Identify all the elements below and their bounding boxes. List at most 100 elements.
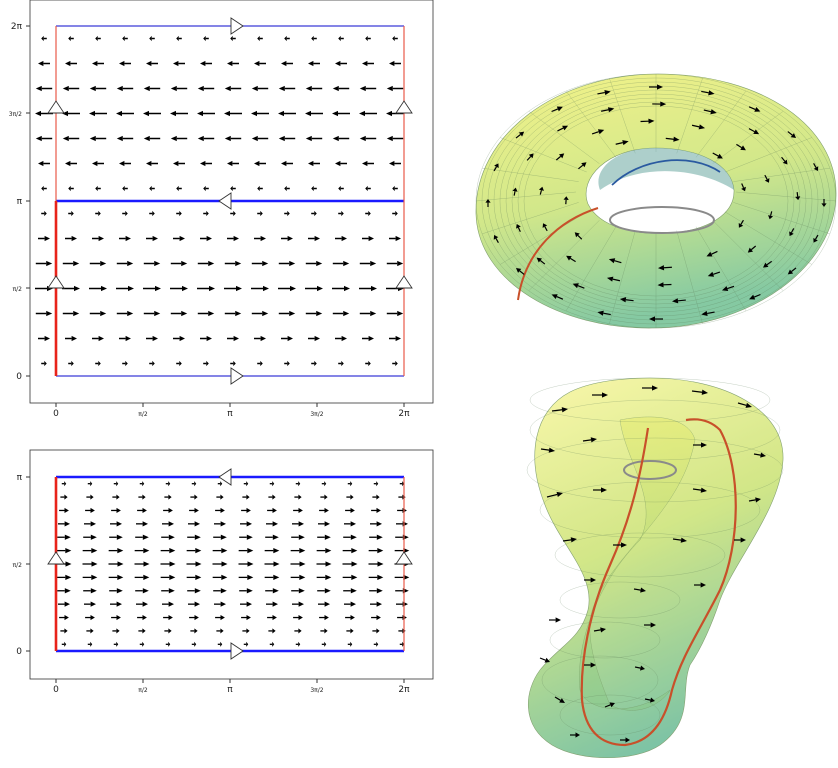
torus-mesh-line (735, 191, 837, 202)
torus-mesh-line (676, 78, 703, 154)
top-arrow-125 (389, 160, 401, 167)
bottom-arrow-93 (290, 561, 306, 567)
bottom-arrow-41 (397, 614, 407, 621)
bottom-arrow-72 (108, 574, 124, 580)
top-arrow-177 (281, 60, 293, 67)
bottom-arrow-117 (187, 534, 201, 540)
top-arrow-35 (224, 310, 242, 317)
bottom-y-tick-2: π (17, 473, 23, 483)
bottom-arrow-79 (290, 574, 306, 580)
top-arrow-103 (176, 185, 182, 192)
klein-arrow-20 (549, 617, 561, 623)
top-arrow-16 (92, 335, 104, 342)
bottom-x-ticks: 0 π/2 π 3π/2 2π (53, 679, 410, 695)
torus-arrow-34 (748, 128, 760, 135)
top-arrow-58 (89, 260, 107, 267)
klein-arrow-6 (582, 437, 597, 443)
bottom-plot-bottom-arrow-right-icon (230, 642, 244, 660)
torus-surface (475, 73, 837, 329)
top-arrow-160 (197, 85, 215, 92)
top-arrow-162 (251, 85, 269, 92)
bottom-arrow-150 (319, 507, 329, 514)
torus-arrow-52 (657, 265, 672, 271)
bottom-arrow-180 (373, 481, 379, 487)
top-arrow-69 (386, 260, 404, 267)
torus-mesh-line (500, 137, 587, 173)
top-arrow-26 (362, 335, 374, 342)
klein-arrow-26 (554, 696, 565, 703)
top-arrow-145 (170, 110, 188, 117)
torus-mesh-line (475, 191, 577, 202)
bottom-arrow-59 (135, 588, 149, 594)
torus-blue-curve (611, 159, 721, 186)
top-arrow-61 (170, 260, 188, 267)
bottom-arrow-38 (319, 614, 329, 621)
torus-arrow-51 (706, 250, 718, 257)
bottom-arrow-137 (344, 521, 356, 527)
top-arrow-132 (197, 135, 215, 142)
top-arrow-36 (251, 310, 269, 317)
bottom-arrow-62 (213, 588, 227, 594)
top-arrow-77 (227, 235, 239, 242)
bottom-y-ticks: 0 π/2 π (13, 473, 30, 657)
top-arrow-14 (38, 335, 50, 342)
klein-arrow-4 (737, 402, 752, 408)
klein-arrow-9 (546, 491, 563, 498)
top-arrow-75 (173, 235, 185, 242)
top-arrow-166 (359, 85, 377, 92)
bottom-arrow-55 (396, 601, 408, 607)
top-arrow-79 (281, 235, 293, 242)
bottom-arrow-58 (109, 588, 123, 594)
top-arrow-121 (281, 160, 293, 167)
klein-arrow-8 (753, 452, 766, 458)
bottom-arrow-161 (242, 494, 250, 500)
bottom-x-tick-1: π/2 (138, 687, 148, 694)
bottom-arrow-87 (134, 561, 150, 567)
bottom-arrow-23 (294, 628, 302, 634)
top-arrow-98 (41, 185, 47, 192)
top-x-tick-4: 2π (398, 409, 410, 419)
bottom-arrow-86 (108, 561, 124, 567)
top-arrow-164 (305, 85, 323, 92)
top-arrow-27 (389, 335, 401, 342)
top-arrow-70 (38, 235, 50, 242)
bottom-arrow-90 (212, 561, 228, 567)
torus-arrow-1 (813, 234, 819, 243)
torus-arrow-44 (555, 153, 565, 161)
bottom-arrow-164 (320, 494, 328, 500)
top-arrow-8 (257, 360, 263, 367)
torus-arrow-54 (574, 232, 583, 240)
klein-arrow-7 (693, 442, 707, 448)
top-arrow-144 (143, 110, 161, 117)
bottom-arrow-61 (187, 588, 201, 594)
bottom-arrow-103 (186, 548, 202, 554)
bottom-arrow-99 (82, 548, 98, 554)
klein-parameter-rect-plot: 0 π/2 π 3π/2 2π 0 π/2 π (13, 449, 434, 695)
top-arrow-71 (65, 235, 77, 242)
top-arrow-95 (338, 210, 344, 217)
torus-arrow-41 (566, 255, 576, 263)
top-arrow-20 (200, 335, 212, 342)
torus-mesh-line (695, 226, 747, 312)
top-arrow-171 (119, 60, 131, 67)
top-arrow-56 (35, 260, 53, 267)
bottom-arrow-125 (395, 534, 409, 540)
bottom-arrow-178 (321, 481, 327, 487)
bottom-arrow-60 (161, 588, 175, 594)
top-arrow-44 (89, 285, 107, 292)
bottom-arrow-63 (239, 588, 253, 594)
bottom-arrow-18 (164, 628, 172, 634)
top-arrow-184 (95, 35, 101, 42)
torus-arrow-32 (652, 101, 667, 107)
bottom-arrow-14 (60, 628, 68, 634)
top-arrow-120 (254, 160, 266, 167)
top-arrow-50 (251, 285, 269, 292)
torus-arrow-48 (736, 143, 746, 151)
bottom-arrow-169 (87, 481, 93, 487)
top-arrow-152 (359, 110, 377, 117)
bottom-arrow-29 (85, 614, 95, 621)
bottom-arrow-9 (295, 641, 301, 647)
bottom-arrow-13 (399, 641, 405, 647)
middle-edge-arrow-left-icon (218, 192, 232, 210)
